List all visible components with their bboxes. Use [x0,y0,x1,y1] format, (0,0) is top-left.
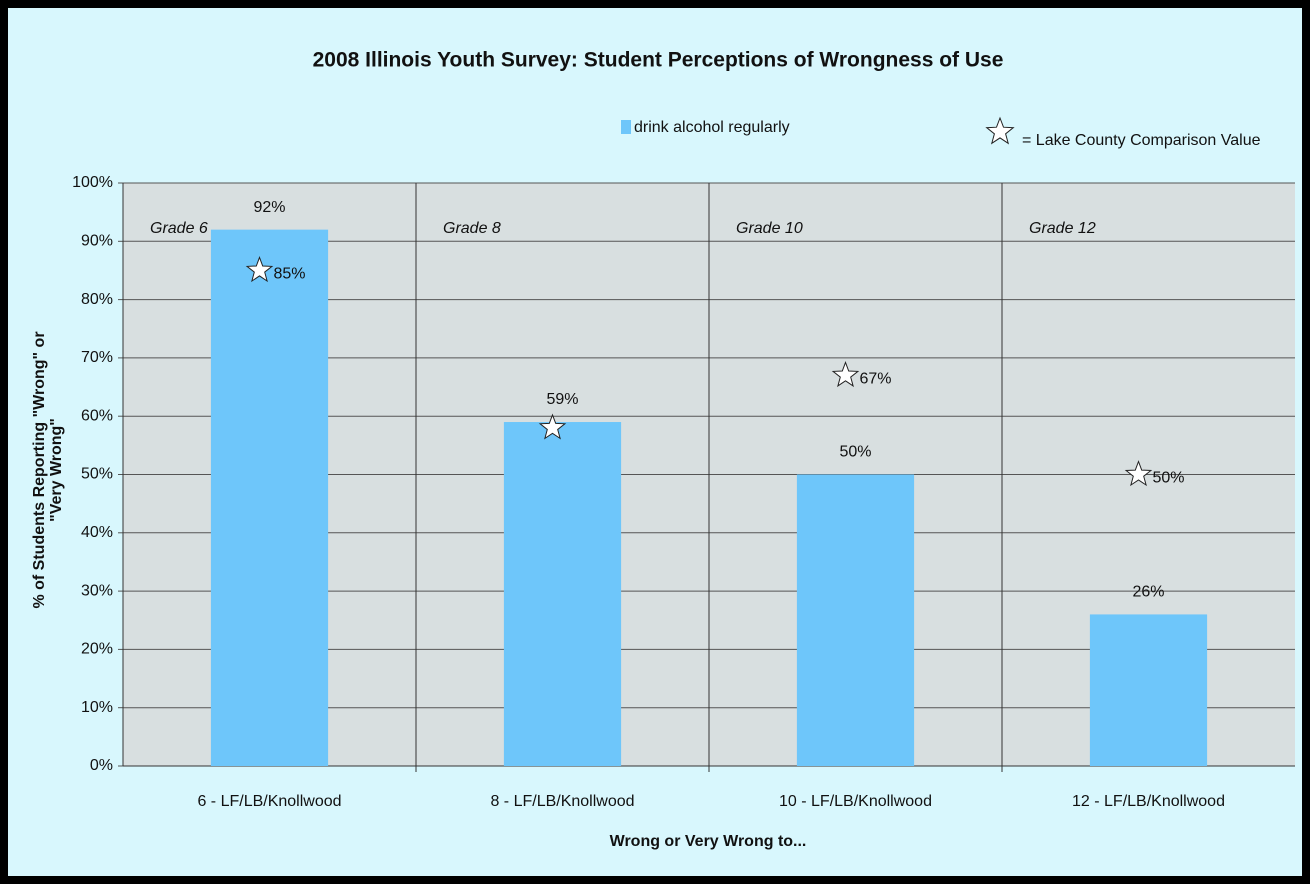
bar-value-label: 50% [839,444,871,461]
bar-value-label: 92% [253,199,285,216]
panel-label: Grade 8 [443,220,501,237]
star-value-label: 67% [860,371,892,388]
panel-label: Grade 6 [150,220,208,237]
bar [1089,614,1208,766]
comparison-star [538,413,567,440]
legend-label: drink alcohol regularly [634,119,790,136]
bar-value-label: 26% [1132,584,1164,601]
bar [796,474,915,766]
panel-label: Grade 12 [1029,220,1096,237]
panel-label: Grade 10 [736,220,803,237]
x-tick-label: 8 - LF/LB/Knollwood [490,793,634,810]
x-tick-label: 6 - LF/LB/Knollwood [197,793,341,810]
bar-value-label: 59% [546,391,578,408]
y-tick-label: 60% [81,407,113,424]
comparison-star [831,360,860,388]
bar [210,229,329,766]
y-axis-title-line: "Very Wrong" [48,418,65,522]
y-tick-label: 0% [90,757,113,774]
y-tick-label: 90% [81,233,113,250]
y-axis-title: % of Students Reporting "Wrong" or "Very… [31,331,65,608]
y-axis-title-line: % of Students Reporting "Wrong" or [31,331,48,608]
chart-title: 2008 Illinois Youth Survey: Student Perc… [313,49,1004,72]
y-tick-label: 50% [81,466,113,483]
x-tick-label: 10 - LF/LB/Knollwood [779,793,932,810]
legend-swatch [621,120,631,134]
y-tick-label: 80% [81,291,113,308]
comparison-star [245,255,274,283]
star-value-label: 50% [1153,470,1185,487]
legend-star [985,116,1015,145]
star-value-label: 85% [274,266,306,283]
y-tick-label: 70% [81,349,113,366]
bar [503,422,622,766]
x-tick-label: 12 - LF/LB/Knollwood [1072,793,1225,810]
y-tick-label: 10% [81,699,113,716]
x-axis-title: Wrong or Very Wrong to... [610,833,807,850]
y-tick-label: 100% [72,174,113,191]
comparison-star [1124,460,1153,487]
y-tick-label: 30% [81,582,113,599]
legend-label: = Lake County Comparison Value [1022,132,1261,149]
y-tick-label: 20% [81,641,113,658]
y-tick-label: 40% [81,524,113,541]
